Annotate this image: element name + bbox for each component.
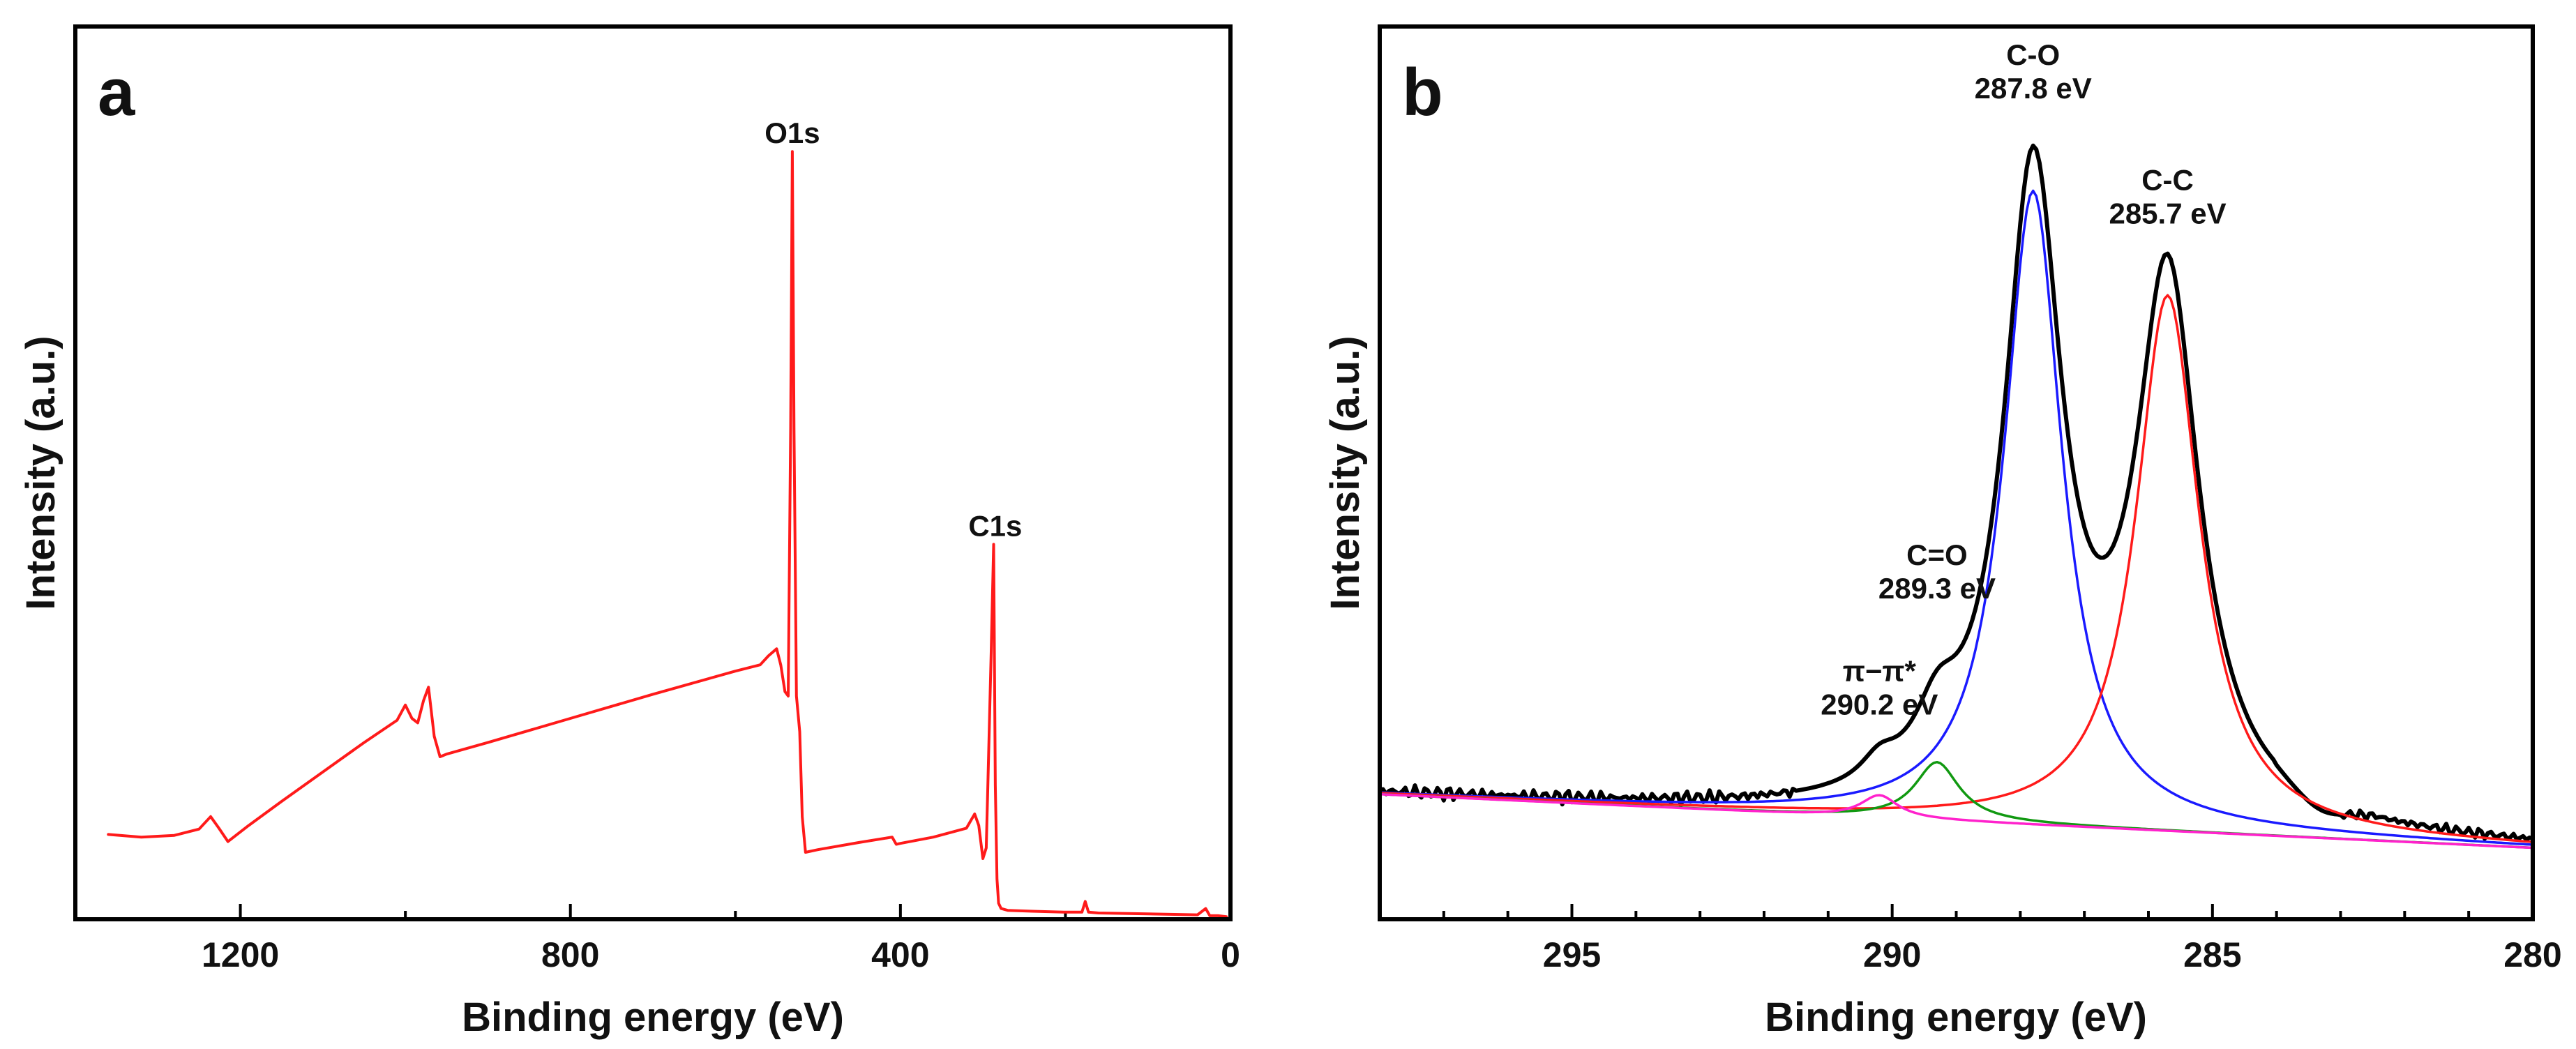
c-o-fit-line [1378, 189, 2534, 846]
c-o-annotation-label: C-O [2006, 38, 2060, 71]
panel-b-x-tick-label: 290 [1863, 935, 1921, 974]
panel-b-label: b [1402, 55, 1443, 130]
panel-a-x-tick-label: 1200 [202, 935, 279, 974]
panel-b-x-axis-title: Binding energy (eV) [1765, 995, 2147, 1040]
panel-a-plot-frame [73, 24, 1233, 921]
c-double-o-annotation-value: 289.3 eV [1878, 572, 1996, 605]
panel-b-x-tick-label: 280 [2503, 935, 2561, 974]
survey-spectrum-line [107, 150, 1228, 919]
c-double-o-annotation-label: C=O [1906, 538, 1968, 571]
pi-pi-star-fit-line [1378, 792, 2534, 850]
panel-b-y-axis-title: Intensity (a.u.) [1323, 335, 1368, 610]
o1s-annotation: O1s [764, 116, 820, 149]
panel-a-x-axis-title: Binding energy (eV) [462, 995, 844, 1040]
panel-a-label: a [98, 55, 135, 130]
panel-a-x-tick-label: 0 [1221, 935, 1240, 974]
pi-pi-star-annotation-label: π−π* [1843, 654, 1917, 687]
c-c-annotation-value: 285.7 eV [2109, 197, 2226, 229]
panel-a-x-tick-label: 800 [541, 935, 599, 974]
panel-b-x-tick-label: 295 [1543, 935, 1601, 974]
panel-a-survey-chart: a 1200 800 400 0 O1s C1s Binding energy (eV… [18, 24, 1240, 1040]
pi-pi-star-annotation-value: 290.2 eV [1821, 688, 1938, 720]
experimental-spectrum-line [1378, 143, 2535, 842]
panel-a-y-axis-title: Intensity (a.u.) [18, 335, 63, 610]
panel-b-x-tick-label: 285 [2183, 935, 2241, 974]
panel-b-plot-frame [1378, 24, 2535, 921]
c-o-annotation-value: 287.8 eV [1975, 72, 2092, 105]
c-c-annotation-label: C-C [2141, 163, 2194, 196]
c-c-fit-line [1378, 294, 2534, 843]
panel-a-x-tick-label: 400 [871, 935, 929, 974]
c1s-annotation: C1s [968, 509, 1022, 542]
